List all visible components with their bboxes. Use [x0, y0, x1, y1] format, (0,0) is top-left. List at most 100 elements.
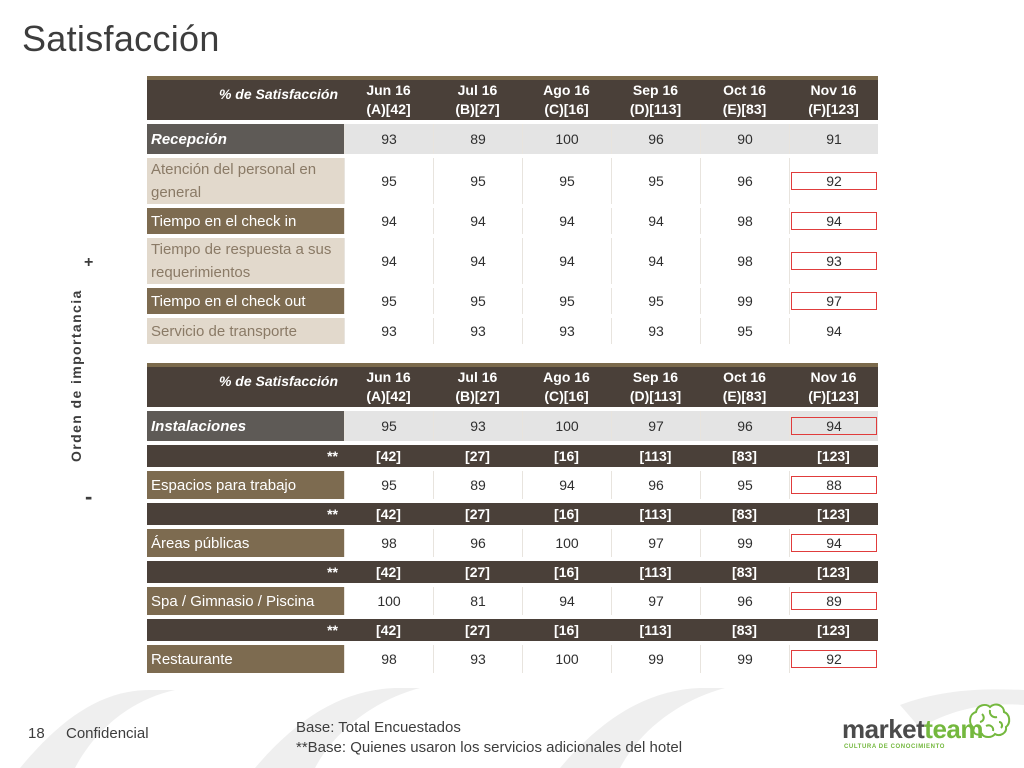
row-label: Tiempo en el check in [147, 208, 344, 234]
value-text: 94 [470, 253, 486, 269]
importance-axis-label: Orden de importancia [68, 289, 84, 462]
value-cell: 89 [433, 124, 522, 154]
value-text: 97 [648, 535, 664, 551]
column-header: Jul 16 (B)[27] [433, 76, 522, 120]
value-cell: 93 [433, 645, 522, 673]
table-row: Áreas públicas 98 96 100 97 99 94 [147, 529, 878, 557]
value-cell: 95 [700, 471, 789, 499]
column-month: Sep 16 [632, 82, 679, 98]
column-month: Jun 16 [366, 369, 411, 385]
value-text: 98 [381, 651, 397, 667]
column-header: Sep 16 (D)[113] [611, 76, 700, 120]
base-count-cell: [123] [789, 445, 878, 467]
value-cell: 96 [700, 411, 789, 441]
table-row: Espacios para trabajo 95 89 94 96 95 88 [147, 471, 878, 499]
base-count-cell: [16] [522, 445, 611, 467]
value-text: 95 [381, 293, 397, 309]
value-text: 95 [381, 418, 397, 434]
value-cell: 95 [433, 288, 522, 314]
value-cell: 94 [789, 318, 878, 344]
value-cell: 98 [700, 208, 789, 234]
table-row: Atención del personal en general 95 95 95 95… [147, 158, 878, 204]
value-cell: 90 [700, 124, 789, 154]
value-cell: 88 [789, 471, 878, 499]
value-cell: 98 [700, 238, 789, 284]
column-header: Jun 16 (A)[42] [344, 76, 433, 120]
base-count-cell: [27] [433, 503, 522, 525]
value-text: 92 [791, 172, 877, 190]
value-cell: 94 [522, 587, 611, 615]
column-month: Jun 16 [366, 82, 411, 98]
value-cell: 94 [611, 208, 700, 234]
value-text: 98 [381, 535, 397, 551]
base-count-cell: [27] [433, 445, 522, 467]
base-count-cell: [123] [789, 503, 878, 525]
value-cell: 94 [433, 238, 522, 284]
value-text: 96 [648, 131, 664, 147]
table-header-row: % de Satisfacción Jun 16 (A)[42] Jul 16 (B… [147, 363, 878, 407]
value-text: 96 [648, 477, 664, 493]
value-cell: 94 [344, 238, 433, 284]
value-cell: 98 [344, 645, 433, 673]
value-cell: 89 [433, 471, 522, 499]
base-count-row: ** [42] [27] [16] [113] [83] [123] [147, 561, 878, 583]
value-text: 100 [555, 651, 579, 667]
value-text: 99 [737, 293, 753, 309]
column-code: (D)[113] [629, 388, 682, 404]
column-month: Jul 16 [457, 369, 498, 385]
column-code: (B)[27] [455, 101, 500, 117]
row-label: Restaurante [147, 645, 344, 673]
value-text: 92 [791, 650, 877, 668]
row-label: Áreas públicas [147, 529, 344, 557]
satisfaction-table-facilities: % de Satisfacción Jun 16 (A)[42] Jul 16 (B… [147, 359, 878, 677]
value-cell: 96 [433, 529, 522, 557]
value-text: 96 [737, 418, 753, 434]
column-header: Oct 16 (E)[83] [700, 76, 789, 120]
value-text: 94 [559, 253, 575, 269]
base-count-cell: [113] [611, 503, 700, 525]
base-count-cell: [27] [433, 619, 522, 641]
value-text: 96 [737, 593, 753, 609]
brain-icon [969, 703, 1011, 738]
value-text: 88 [791, 476, 877, 494]
value-cell: 91 [789, 124, 878, 154]
base-marker: ** [147, 503, 344, 525]
value-text: 95 [381, 477, 397, 493]
base-count-cell: [42] [344, 619, 433, 641]
value-cell: 97 [611, 411, 700, 441]
value-cell: 95 [344, 158, 433, 204]
value-text: 95 [648, 293, 664, 309]
value-text: 89 [791, 592, 877, 610]
value-text: 90 [737, 131, 753, 147]
value-text: 93 [381, 131, 397, 147]
value-text: 93 [791, 252, 877, 270]
column-code: (A)[42] [366, 388, 411, 404]
value-text: 94 [470, 213, 486, 229]
base-marker: ** [147, 561, 344, 583]
base-count-cell: [83] [700, 561, 789, 583]
base-note-additional: **Base: Quienes usaron los servicios adi… [296, 739, 683, 756]
value-cell: 94 [789, 208, 878, 234]
value-text: 93 [381, 323, 397, 339]
importance-plus-marker: + [84, 254, 94, 271]
base-count-cell: [123] [789, 561, 878, 583]
column-header: Nov 16 (F)[123] [789, 76, 878, 120]
base-count-cell: [113] [611, 619, 700, 641]
value-cell: 94 [433, 208, 522, 234]
value-text: 98 [737, 213, 753, 229]
value-cell: 100 [522, 124, 611, 154]
column-code: (F)[123] [808, 388, 859, 404]
column-month: Sep 16 [632, 369, 679, 385]
row-label: Espacios para trabajo [147, 471, 344, 499]
value-text: 95 [470, 173, 486, 189]
value-text: 99 [648, 651, 664, 667]
row-label: Tiempo en el check out [147, 288, 344, 314]
base-count-row: ** [42] [27] [16] [113] [83] [123] [147, 445, 878, 467]
value-cell: 92 [789, 645, 878, 673]
table-row: Restaurante 98 93 100 99 99 92 [147, 645, 878, 673]
value-cell: 96 [611, 471, 700, 499]
column-header: Jun 16 (A)[42] [344, 363, 433, 407]
value-cell: 96 [700, 587, 789, 615]
value-text: 94 [559, 593, 575, 609]
row-label: Atención del personal en general [147, 158, 344, 204]
